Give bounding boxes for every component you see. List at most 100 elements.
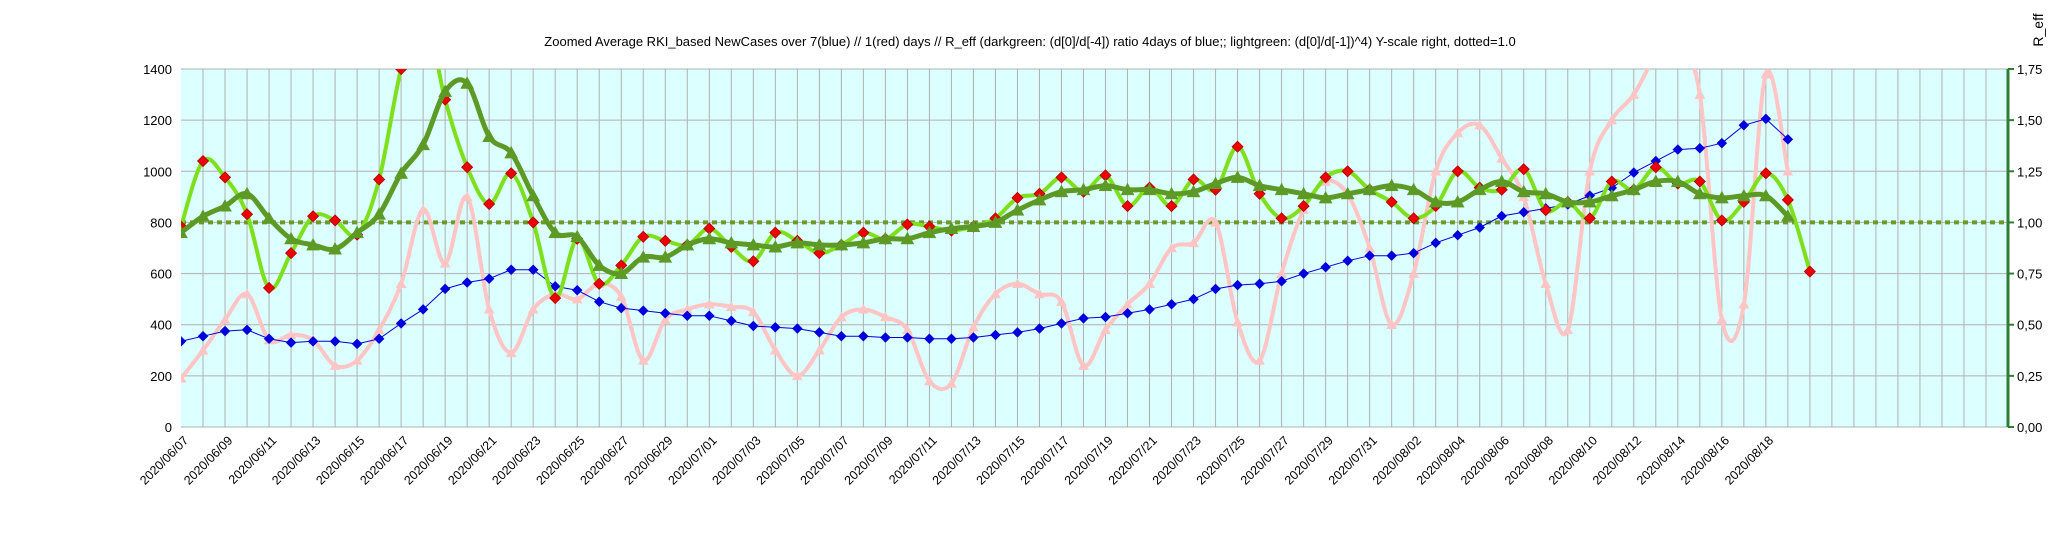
data-point <box>1032 192 1047 206</box>
data-point <box>637 230 650 243</box>
data-point <box>1406 182 1421 196</box>
data-point <box>1341 165 1354 178</box>
data-point <box>284 247 298 260</box>
data-point <box>1562 324 1574 335</box>
y2-tick-label: 0,00 <box>2017 420 2042 435</box>
data-point <box>769 321 781 333</box>
data-point <box>1320 261 1331 273</box>
data-point <box>181 372 187 383</box>
data-point <box>1254 278 1265 290</box>
data-point <box>1538 186 1553 200</box>
data-point <box>990 329 1001 341</box>
data-point <box>351 338 363 350</box>
y-tick-label: 600 <box>150 267 172 282</box>
data-point <box>1188 293 1199 305</box>
axes <box>181 69 2010 428</box>
data-point <box>1298 268 1309 279</box>
data-point <box>570 229 585 243</box>
data-point <box>416 137 431 151</box>
data-point <box>746 237 761 251</box>
data-point <box>636 250 651 263</box>
data-point <box>1319 171 1332 184</box>
data-point <box>197 344 209 355</box>
y-tick-label: 800 <box>150 215 172 230</box>
data-point <box>1232 316 1244 327</box>
data-point <box>659 234 672 247</box>
data-point <box>1694 142 1706 154</box>
data-point <box>395 318 407 329</box>
data-point <box>1760 113 1772 125</box>
data-point <box>306 237 320 251</box>
data-point <box>966 219 981 232</box>
data-point <box>813 327 825 338</box>
data-point <box>1056 296 1067 306</box>
data-point <box>1210 283 1221 295</box>
data-point <box>438 84 453 97</box>
data-point <box>703 310 715 322</box>
data-point <box>1386 250 1398 262</box>
data-point <box>571 293 583 304</box>
data-point <box>879 311 891 322</box>
data-point <box>1188 237 1199 248</box>
data-point <box>1649 161 1662 174</box>
data-point <box>1386 319 1398 329</box>
data-point <box>812 237 827 251</box>
data-point <box>483 303 495 314</box>
data-point <box>813 344 825 355</box>
data-point <box>241 324 253 336</box>
data-point <box>1275 212 1288 225</box>
data-point <box>1318 190 1333 204</box>
data-point <box>373 333 385 345</box>
series-layer <box>181 51 1816 392</box>
data-point <box>460 76 475 89</box>
data-point <box>1430 165 1442 176</box>
data-point <box>1782 133 1794 145</box>
data-point <box>946 333 957 345</box>
data-point <box>548 225 563 239</box>
series-3 <box>181 76 1795 280</box>
data-point <box>1144 304 1155 315</box>
data-point <box>1055 171 1068 184</box>
data-point <box>1604 188 1619 202</box>
data-point <box>1759 167 1772 180</box>
data-point <box>1605 175 1618 188</box>
y2-axis-label: R_eff <box>2030 13 2046 46</box>
data-point <box>1098 178 1113 192</box>
data-point <box>527 216 540 229</box>
data-point <box>1296 186 1311 200</box>
data-point <box>439 283 451 295</box>
data-point <box>1628 167 1640 178</box>
data-point <box>549 281 561 292</box>
data-point <box>1100 311 1111 323</box>
data-point <box>307 335 319 347</box>
data-point <box>1076 182 1091 196</box>
data-point <box>1626 182 1641 196</box>
data-point <box>858 330 869 342</box>
data-point <box>1606 114 1618 125</box>
data-point <box>372 207 387 220</box>
data-point <box>461 191 473 202</box>
data-point <box>1692 186 1707 200</box>
data-point <box>395 69 408 76</box>
data-point <box>350 225 365 239</box>
data-point <box>1715 214 1728 227</box>
data-point <box>197 330 209 342</box>
data-point <box>262 211 276 224</box>
data-point <box>658 250 673 263</box>
data-point <box>504 145 519 159</box>
y2-tick-label: 1,25 <box>2017 164 2042 179</box>
data-point <box>835 311 847 322</box>
data-point <box>1651 51 1661 60</box>
data-point <box>329 360 341 370</box>
data-point <box>307 210 320 223</box>
y-tick-label: 1400 <box>143 62 172 77</box>
data-point <box>615 302 627 314</box>
data-point <box>944 221 959 235</box>
data-point <box>836 330 847 342</box>
data-point <box>659 307 671 319</box>
data-point <box>263 333 275 345</box>
data-point <box>680 237 695 251</box>
data-point <box>1738 119 1750 131</box>
data-point <box>1781 193 1794 206</box>
